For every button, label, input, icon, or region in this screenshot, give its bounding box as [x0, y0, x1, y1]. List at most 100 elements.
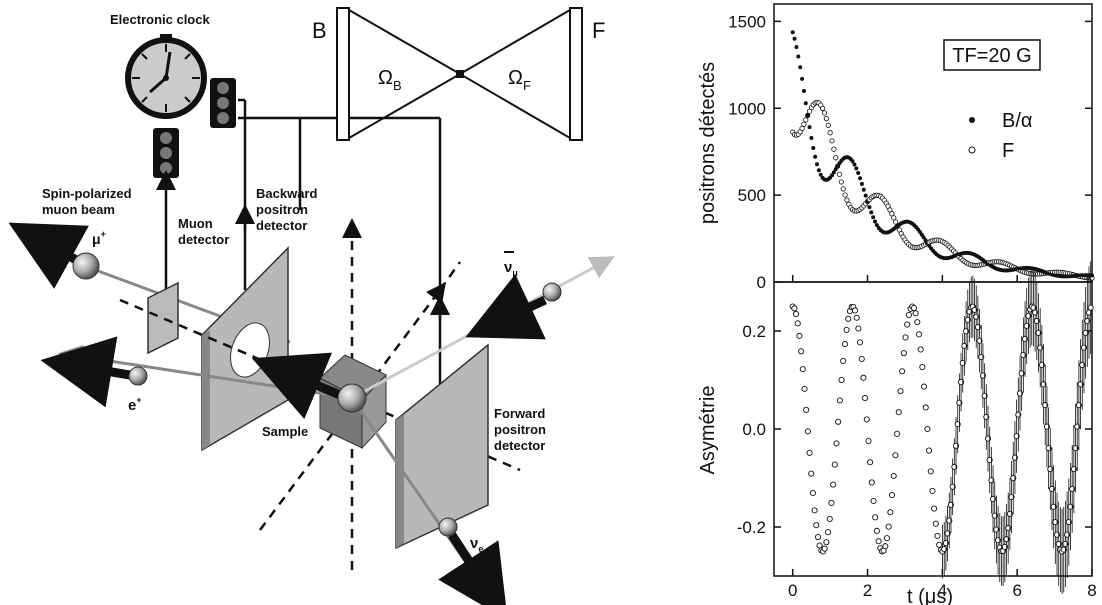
legend-label-b: B/α — [1002, 110, 1032, 132]
backward-detector-label-3: detector — [256, 218, 307, 233]
data-point — [897, 388, 904, 395]
data-point — [932, 520, 939, 527]
data-point-b — [871, 215, 876, 220]
muon-spin-arrow — [8, 222, 89, 289]
data-point — [904, 321, 911, 328]
data-point — [793, 311, 800, 318]
data-point — [931, 505, 938, 512]
data-point-b — [816, 168, 821, 173]
data-point — [910, 304, 917, 312]
chart1-ylabel: positrons détectés — [697, 62, 719, 224]
y-tick-label: 1500 — [728, 12, 766, 31]
data-point-f — [891, 215, 897, 221]
data-point-b — [829, 173, 834, 178]
y-tick-label: 1000 — [728, 99, 766, 118]
data-point-b — [801, 88, 806, 93]
clock-icon — [125, 34, 207, 119]
data-point — [929, 487, 936, 494]
data-point-f — [825, 122, 831, 128]
y-tick-label: 500 — [738, 186, 766, 205]
muon-detector-label: Muon — [178, 216, 213, 231]
data-point — [836, 397, 843, 404]
data-point-b — [856, 171, 861, 176]
data-point — [865, 437, 872, 445]
data-point — [902, 334, 909, 341]
data-point — [870, 497, 877, 505]
data-point — [900, 350, 907, 357]
data-point — [888, 491, 896, 499]
data-point — [917, 346, 924, 353]
data-point — [899, 368, 906, 375]
signal-light-icon — [210, 78, 236, 128]
data-point — [873, 527, 880, 534]
data-point-f — [799, 125, 805, 132]
muon-detector-label-2: detector — [178, 232, 229, 247]
muon-particle — [72, 252, 100, 280]
data-point — [863, 416, 870, 423]
data-point — [858, 355, 865, 363]
data-point-b — [803, 101, 808, 106]
data-point — [826, 515, 833, 523]
data-point — [794, 320, 801, 327]
y-tick-label: 0.2 — [742, 322, 766, 341]
data-point — [887, 509, 894, 516]
data-point-f — [836, 171, 843, 177]
sample-label: Sample — [262, 424, 308, 439]
data-point — [814, 533, 822, 541]
data-point — [868, 479, 875, 486]
data-point-f — [840, 186, 846, 192]
experiment-diagram: Electronic clock B F — [8, 7, 615, 605]
data-point-b — [854, 166, 859, 171]
data-point — [845, 315, 852, 322]
data-point — [860, 374, 867, 381]
data-point — [914, 319, 921, 326]
data-point — [855, 325, 862, 332]
data-point — [927, 468, 934, 475]
data-point — [856, 339, 864, 346]
data-point-b — [800, 76, 805, 81]
data-point — [825, 529, 832, 536]
data-point — [806, 449, 813, 456]
backward-detector-label-2: positron — [256, 202, 308, 217]
data-point-b — [796, 54, 801, 59]
data-point — [811, 507, 818, 514]
data-point — [895, 409, 902, 416]
asymmetry-chart: -0.2 0.0 0.2 0 2 4 6 8 Asymétrie t (μs) — [697, 261, 1097, 605]
x-tick-label: 0 — [788, 581, 797, 600]
data-point-f — [821, 110, 828, 116]
data-point-b — [869, 210, 874, 215]
data-point — [798, 348, 805, 355]
solid-angle-right-label: F — [592, 18, 605, 43]
data-point-b — [790, 30, 795, 35]
sample-muon-particle — [337, 383, 367, 413]
data-point-b — [813, 154, 818, 159]
chart2-frame — [773, 281, 1093, 577]
data-point — [791, 305, 798, 312]
data-point — [862, 395, 869, 402]
data-point — [801, 385, 808, 392]
data-point — [924, 425, 931, 433]
data-point — [823, 539, 830, 546]
sample-muon-spin-arrow — [251, 352, 342, 420]
beam-label: Spin-polarized — [42, 186, 132, 201]
data-point — [875, 538, 882, 545]
legend-marker-filled — [969, 117, 975, 123]
data-point — [851, 307, 859, 314]
data-point-f — [844, 197, 850, 203]
data-point — [841, 341, 848, 348]
data-point — [872, 514, 879, 521]
data-point — [830, 481, 837, 488]
data-point-f — [842, 192, 848, 198]
data-point-b — [835, 164, 840, 169]
data-point-b — [809, 136, 814, 141]
x-tick-label: 4 — [938, 581, 947, 600]
legend-label-f: F — [1002, 140, 1014, 162]
nu-mu-label: νμ — [504, 259, 518, 278]
forward-detector-label-3: detector — [494, 438, 545, 453]
data-point — [831, 461, 838, 468]
data-point — [828, 499, 835, 506]
data-point-b — [807, 125, 812, 130]
data-point-b — [858, 176, 863, 181]
data-point-f — [823, 116, 829, 122]
